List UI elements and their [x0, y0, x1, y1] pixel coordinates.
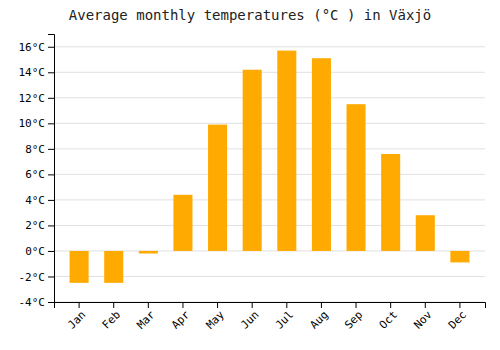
tick: Aug: [307, 302, 330, 332]
tick-mark: [217, 302, 218, 308]
tick-label: Nov: [411, 308, 435, 332]
tick-mark: [48, 225, 54, 226]
tick: Jul: [273, 302, 296, 332]
tick: May: [204, 302, 228, 332]
tick: -2°C: [19, 270, 55, 283]
tick: Oct: [377, 302, 400, 332]
tick: 2°C: [25, 219, 54, 232]
tick-label: Jan: [65, 308, 88, 331]
grid-line: [54, 148, 485, 149]
tick-mark: [356, 302, 357, 308]
tick-label: 12°C: [19, 92, 46, 105]
tick: Jan: [65, 302, 88, 332]
y-axis: -4°C -2°C 0°C 2°C 4°C 6°C 8°C 10°C 12°C 14°C 16°C: [19, 35, 55, 310]
bar: [70, 251, 89, 283]
bar: [104, 251, 123, 283]
tick: 10°C: [19, 117, 55, 130]
tick-mark: [48, 200, 54, 201]
tick-label: Oct: [377, 308, 400, 331]
tick-mark: [48, 302, 54, 303]
tick: Sep: [342, 302, 365, 332]
grid-line: [54, 46, 485, 47]
tick-label: 2°C: [25, 219, 45, 232]
tick: 4°C: [25, 194, 54, 207]
tick-mark: [48, 72, 54, 73]
bar: [243, 70, 262, 251]
tick: 12°C: [19, 92, 55, 105]
tick: 14°C: [19, 66, 55, 79]
tick: Feb: [100, 302, 123, 332]
grid-line: [54, 123, 485, 124]
tick-mark: [182, 302, 183, 308]
bar: [347, 104, 366, 251]
tick-label: Apr: [169, 308, 193, 332]
tick: 6°C: [25, 168, 54, 181]
tick-mark: [148, 302, 149, 308]
grid: [54, 47, 485, 302]
tick-mark: [48, 174, 54, 175]
axis-line: [55, 303, 486, 309]
tick-label: -2°C: [19, 270, 46, 283]
tick-mark: [79, 302, 80, 308]
tick-mark: [48, 123, 54, 124]
tick-label: Dec: [446, 308, 469, 331]
tick-mark: [425, 302, 426, 308]
tick-mark: [459, 302, 460, 308]
tick-label: 14°C: [19, 66, 46, 79]
tick-label: Feb: [100, 308, 123, 331]
tick: 8°C: [25, 143, 54, 156]
tick: Jun: [238, 302, 261, 332]
tick-label: Aug: [307, 308, 330, 331]
tick-mark: [390, 302, 391, 308]
tick: 0°C: [25, 245, 54, 258]
tick-label: May: [204, 308, 228, 332]
grid-line: [54, 72, 485, 73]
tick-mark: [113, 302, 114, 308]
tick: Dec: [446, 302, 469, 332]
tick-label: Sep: [342, 308, 365, 331]
bar: [416, 215, 435, 251]
title: Average monthly temperatures (°C ) in Vä…: [69, 7, 431, 23]
tick-mark: [48, 251, 54, 252]
tick-mark: [48, 276, 54, 277]
tick-mark: [48, 149, 54, 150]
tick: Apr: [169, 302, 193, 332]
tick-label: 8°C: [25, 143, 45, 156]
x-axis: Jan Feb Mar Apr May Jun Jul Aug Sep Oct Nov Dec: [55, 302, 486, 332]
tick-label: 16°C: [19, 41, 46, 54]
tick-label: -4°C: [19, 296, 46, 309]
tick-mark: [48, 98, 54, 99]
tick: Nov: [411, 302, 435, 332]
chart: -4°C -2°C 0°C 2°C 4°C 6°C 8°C 10°C 12°C 14°C 16°C J…: [0, 0, 500, 350]
plot-area: [70, 51, 470, 283]
bar: [450, 251, 469, 262]
tick-mark: [252, 302, 253, 308]
bar: [381, 154, 400, 251]
tick-mark: [286, 302, 287, 308]
tick: 16°C: [19, 41, 55, 54]
tick-label: 0°C: [25, 245, 45, 258]
tick: Mar: [134, 302, 158, 332]
grid-line: [54, 199, 485, 200]
tick-label: Jul: [273, 308, 296, 331]
bar: [312, 58, 331, 251]
tick-label: Jun: [238, 308, 261, 331]
axis-line: [48, 35, 55, 303]
tick-label: Mar: [134, 308, 158, 332]
tick-label: 10°C: [19, 117, 46, 130]
tick-label: 6°C: [25, 168, 45, 181]
bar: [139, 251, 158, 254]
tick-mark: [48, 47, 54, 48]
grid-line: [54, 174, 485, 175]
bar: [277, 51, 296, 251]
tick: -4°C: [19, 296, 55, 309]
bar: [208, 125, 227, 251]
tick-label: 4°C: [25, 194, 45, 207]
chart-container: -4°C -2°C 0°C 2°C 4°C 6°C 8°C 10°C 12°C 14°C 16°C J…: [0, 0, 500, 350]
bar: [173, 195, 192, 251]
grid-line: [54, 97, 485, 98]
tick-mark: [321, 302, 322, 308]
